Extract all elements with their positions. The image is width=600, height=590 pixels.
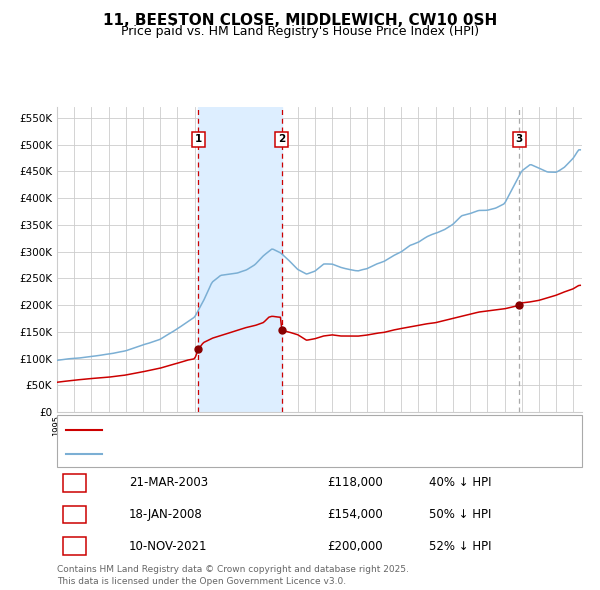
Text: 11, BEESTON CLOSE, MIDDLEWICH, CW10 0SH (detached house): 11, BEESTON CLOSE, MIDDLEWICH, CW10 0SH …: [108, 425, 470, 435]
Text: 50% ↓ HPI: 50% ↓ HPI: [429, 508, 491, 521]
Text: 40% ↓ HPI: 40% ↓ HPI: [429, 476, 491, 489]
Text: 11, BEESTON CLOSE, MIDDLEWICH, CW10 0SH: 11, BEESTON CLOSE, MIDDLEWICH, CW10 0SH: [103, 13, 497, 28]
Text: HPI: Average price, detached house, Cheshire East: HPI: Average price, detached house, Ches…: [108, 449, 391, 459]
Text: 1: 1: [195, 135, 202, 145]
Bar: [199, 107, 281, 412]
Text: 10-NOV-2021: 10-NOV-2021: [129, 540, 208, 553]
Text: 2: 2: [278, 135, 285, 145]
Text: 3: 3: [70, 540, 79, 553]
Text: This data is licensed under the Open Government Licence v3.0.: This data is licensed under the Open Gov…: [57, 577, 346, 586]
Text: Contains HM Land Registry data © Crown copyright and database right 2025.: Contains HM Land Registry data © Crown c…: [57, 565, 409, 573]
Text: 3: 3: [516, 135, 523, 145]
Text: 2: 2: [70, 508, 79, 521]
Text: £200,000: £200,000: [327, 540, 383, 553]
Text: £154,000: £154,000: [327, 508, 383, 521]
Text: £118,000: £118,000: [327, 476, 383, 489]
Text: 1: 1: [70, 476, 79, 489]
Text: Price paid vs. HM Land Registry's House Price Index (HPI): Price paid vs. HM Land Registry's House …: [121, 25, 479, 38]
Text: 52% ↓ HPI: 52% ↓ HPI: [429, 540, 491, 553]
Text: 18-JAN-2008: 18-JAN-2008: [129, 508, 203, 521]
Text: 21-MAR-2003: 21-MAR-2003: [129, 476, 208, 489]
